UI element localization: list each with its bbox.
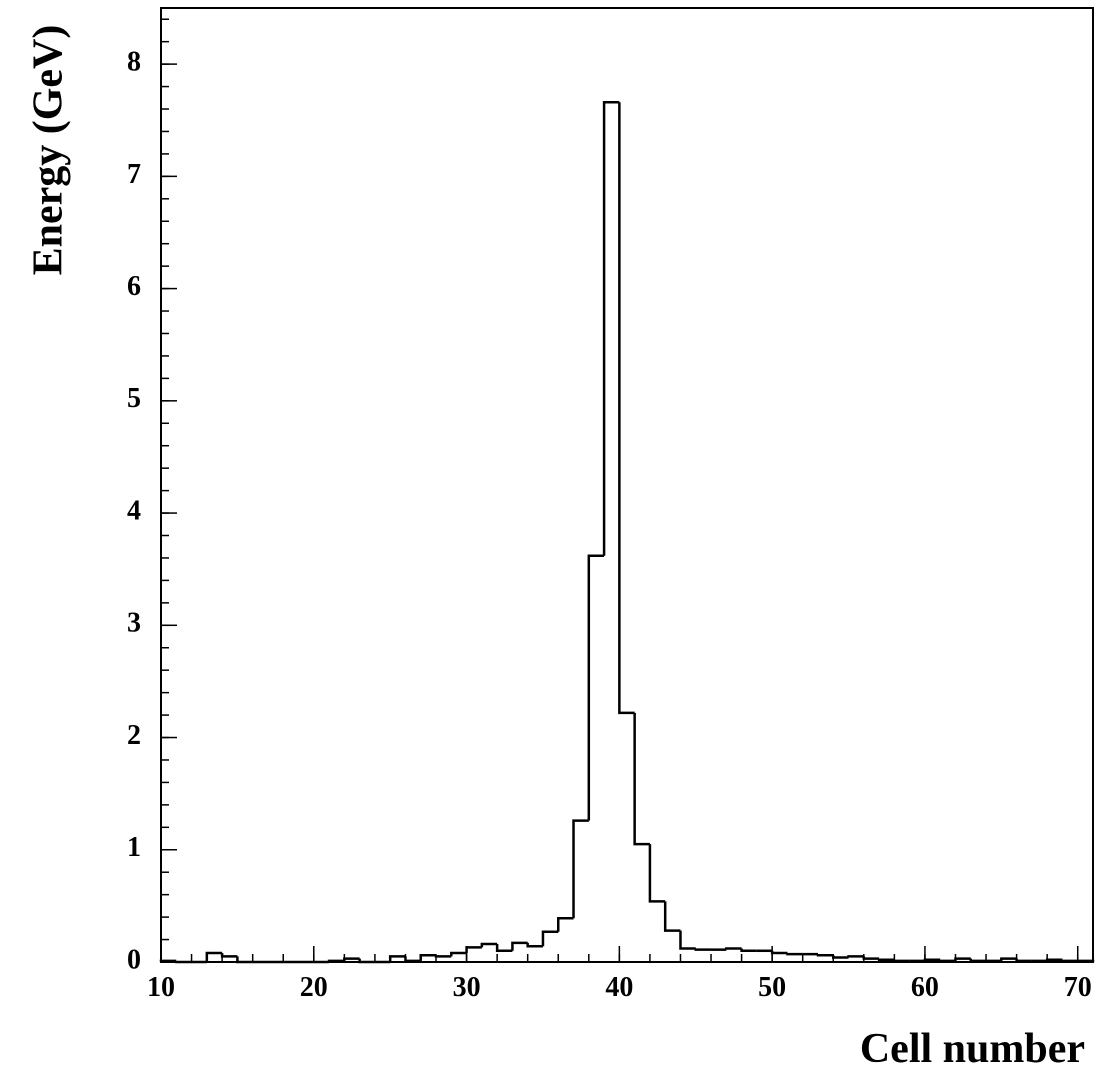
histogram-bin — [862, 956, 880, 960]
histogram-bin — [847, 955, 864, 958]
histogram-bin — [465, 946, 482, 954]
histogram-bin — [725, 947, 742, 950]
x-tick-label: 20 — [300, 972, 328, 1003]
histogram-bin — [495, 944, 513, 953]
plot-frame — [160, 7, 1094, 963]
y-tick-label: 0 — [127, 944, 141, 975]
y-tick-label: 6 — [127, 271, 141, 302]
histogram-bin — [832, 955, 849, 959]
histogram-bin — [419, 954, 437, 961]
histogram-bin — [770, 950, 788, 955]
histogram-bin — [404, 956, 421, 963]
histogram-bin — [343, 957, 360, 961]
histogram-bin — [480, 942, 498, 948]
histogram-bin — [236, 956, 253, 964]
y-tick-label: 1 — [127, 832, 141, 863]
histogram-bin — [450, 951, 467, 957]
histogram-bin — [1045, 958, 1063, 962]
y-tick-label: 7 — [127, 159, 141, 190]
x-axis-title: Cell number — [860, 1026, 1085, 1072]
histogram-bin — [434, 955, 452, 958]
histogram-bin — [618, 102, 635, 715]
x-tick-label: 60 — [911, 972, 939, 1003]
histogram-bin — [1061, 959, 1078, 963]
histogram-bin — [679, 930, 696, 950]
histogram-bin — [205, 951, 223, 962]
histogram-bin — [1077, 959, 1095, 963]
y-tick-label: 2 — [127, 720, 141, 751]
histogram-bin — [648, 844, 666, 903]
histogram-bin — [633, 712, 650, 846]
histogram-bin — [694, 948, 712, 951]
histogram-bin — [327, 959, 345, 963]
y-tick-label: 8 — [127, 47, 141, 78]
histogram-bin — [1000, 957, 1017, 961]
histogram-bin — [388, 955, 406, 962]
histogram-bin — [175, 960, 192, 964]
histogram-bin — [938, 959, 956, 963]
x-tick-label: 50 — [758, 972, 786, 1003]
histogram-bin — [159, 959, 177, 963]
histogram-bin — [602, 101, 620, 556]
y-axis-title: Energy (GeV) — [26, 25, 72, 276]
histogram-bin — [358, 958, 375, 964]
histogram-bin — [877, 958, 895, 962]
histogram-bin — [786, 952, 803, 956]
histogram-bin — [893, 959, 910, 963]
histogram-bin — [526, 942, 543, 948]
histogram-bin — [1015, 958, 1032, 963]
y-tick-label: 5 — [127, 383, 141, 414]
histogram-bin — [572, 819, 589, 919]
x-tick-label: 40 — [605, 972, 633, 1003]
histogram-bin — [587, 554, 605, 821]
histogram-bin — [923, 958, 941, 962]
y-tick-label: 4 — [127, 495, 141, 526]
histogram-bin — [816, 954, 834, 957]
histogram-bin — [740, 948, 757, 953]
histogram-bin — [541, 930, 559, 947]
histogram-bin — [511, 941, 528, 951]
x-tick-label: 10 — [147, 972, 175, 1003]
x-tick-label: 30 — [453, 972, 481, 1003]
y-tick-label: 3 — [127, 608, 141, 639]
x-tick-label: 70 — [1064, 972, 1092, 1003]
histogram-bin — [954, 957, 971, 961]
histogram-bin — [220, 953, 238, 958]
histogram-bin — [663, 901, 681, 932]
histogram-bin — [556, 916, 574, 932]
histogram-bin — [969, 958, 987, 963]
